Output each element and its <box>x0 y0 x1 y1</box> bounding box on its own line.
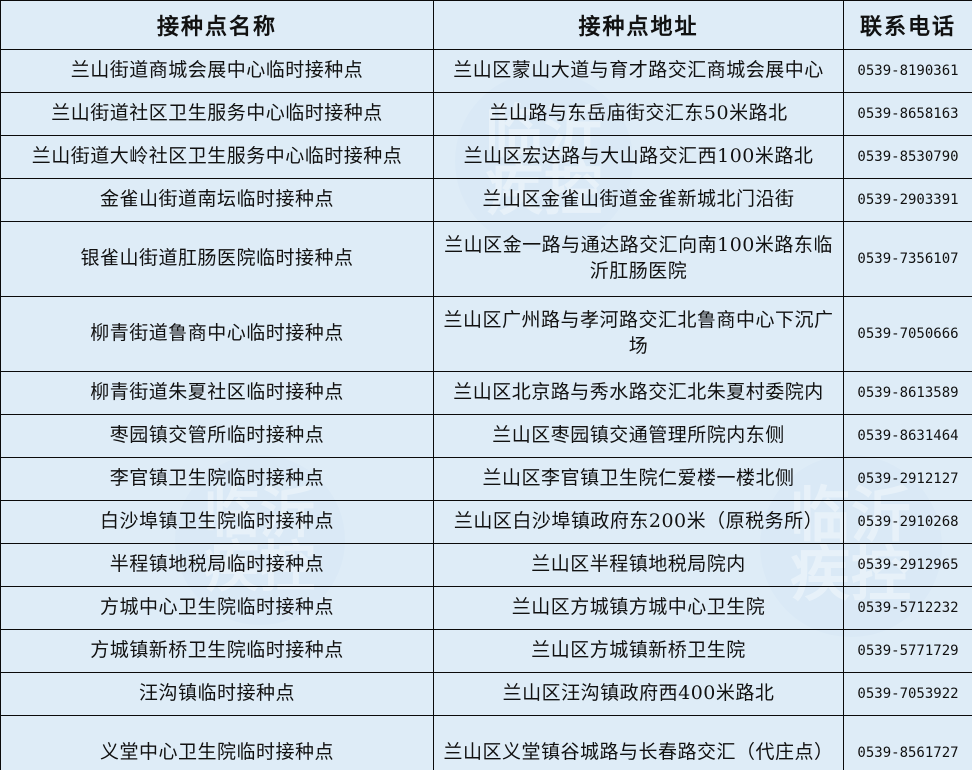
cell-site-address: 兰山路与东岳庙街交汇东50米路北 <box>433 92 844 136</box>
table-row: 柳青街道鲁商中心临时接种点 兰山区广州路与孝河路交汇北鲁商中心下沉广场 0539-7… <box>0 296 972 372</box>
cell-site-name: 银雀山街道肛肠医院临时接种点 <box>0 221 434 297</box>
cell-site-address: 兰山区方城镇方城中心卫生院 <box>433 586 844 630</box>
table-row: 方城镇新桥卫生院临时接种点 兰山区方城镇新桥卫生院 0539-5771729 <box>0 629 972 673</box>
column-header-phone: 联系电话 <box>843 0 972 50</box>
cell-site-name: 李官镇卫生院临时接种点 <box>0 457 434 501</box>
table-row: 义堂中心卫生院临时接种点 兰山区义堂镇谷城路与长春路交汇（代庄点） 0539-856… <box>0 715 972 770</box>
cell-contact-phone: 0539-8613589 <box>843 371 972 415</box>
cell-site-name: 兰山街道社区卫生服务中心临时接种点 <box>0 92 434 136</box>
cell-contact-phone: 0539-2903391 <box>843 178 972 222</box>
table-row: 枣园镇交管所临时接种点 兰山区枣园镇交通管理所院内东侧 0539-8631464 <box>0 414 972 458</box>
cell-contact-phone: 0539-2912127 <box>843 457 972 501</box>
table-row: 白沙埠镇卫生院临时接种点 兰山区白沙埠镇政府东200米（原税务所） 0539-291… <box>0 500 972 544</box>
cell-site-name: 柳青街道朱夏社区临时接种点 <box>0 371 434 415</box>
table-row: 金雀山街道南坛临时接种点 兰山区金雀山街道金雀新城北门沿街 0539-2903391 <box>0 178 972 222</box>
cell-site-address: 兰山区半程镇地税局院内 <box>433 543 844 587</box>
cell-site-name: 兰山街道大岭社区卫生服务中心临时接种点 <box>0 135 434 179</box>
cell-site-name: 柳青街道鲁商中心临时接种点 <box>0 296 434 372</box>
table-header: 接种点名称 接种点地址 联系电话 <box>0 0 972 50</box>
cell-contact-phone: 0539-5771729 <box>843 629 972 673</box>
cell-contact-phone: 0539-8658163 <box>843 92 972 136</box>
cell-site-address: 兰山区汪沟镇政府西400米路北 <box>433 672 844 716</box>
cell-contact-phone: 0539-8561727 <box>843 715 972 770</box>
cell-site-name: 兰山街道商城会展中心临时接种点 <box>0 49 434 93</box>
cell-site-address: 兰山区枣园镇交通管理所院内东侧 <box>433 414 844 458</box>
cell-site-address: 兰山区义堂镇谷城路与长春路交汇（代庄点） <box>433 715 844 770</box>
cell-site-name: 枣园镇交管所临时接种点 <box>0 414 434 458</box>
cell-site-address: 兰山区广州路与孝河路交汇北鲁商中心下沉广场 <box>433 296 844 372</box>
cell-site-address: 兰山区白沙埠镇政府东200米（原税务所） <box>433 500 844 544</box>
table-row: 半程镇地税局临时接种点 兰山区半程镇地税局院内 0539-2912965 <box>0 543 972 587</box>
table-row: 李官镇卫生院临时接种点 兰山区李官镇卫生院仁爱楼一楼北侧 0539-2912127 <box>0 457 972 501</box>
cell-site-address: 兰山区金雀山街道金雀新城北门沿街 <box>433 178 844 222</box>
cell-site-name: 方城镇新桥卫生院临时接种点 <box>0 629 434 673</box>
cell-contact-phone: 0539-7050666 <box>843 296 972 372</box>
table-header-row: 接种点名称 接种点地址 联系电话 <box>0 0 972 50</box>
cell-contact-phone: 0539-2912965 <box>843 543 972 587</box>
table-row: 汪沟镇临时接种点 兰山区汪沟镇政府西400米路北 0539-7053922 <box>0 672 972 716</box>
cell-site-name: 半程镇地税局临时接种点 <box>0 543 434 587</box>
cell-site-name: 金雀山街道南坛临时接种点 <box>0 178 434 222</box>
cell-contact-phone: 0539-8530790 <box>843 135 972 179</box>
column-header-address: 接种点地址 <box>433 0 844 50</box>
cell-site-name: 义堂中心卫生院临时接种点 <box>0 715 434 770</box>
cell-site-address: 兰山区方城镇新桥卫生院 <box>433 629 844 673</box>
cell-contact-phone: 0539-8631464 <box>843 414 972 458</box>
column-header-name: 接种点名称 <box>0 0 434 50</box>
table-row: 兰山街道商城会展中心临时接种点 兰山区蒙山大道与育才路交汇商城会展中心 0539-8… <box>0 49 972 93</box>
cell-contact-phone: 0539-5712232 <box>843 586 972 630</box>
table-row: 兰山街道社区卫生服务中心临时接种点 兰山路与东岳庙街交汇东50米路北 0539-86… <box>0 92 972 136</box>
table-body: 兰山街道商城会展中心临时接种点 兰山区蒙山大道与育才路交汇商城会展中心 0539-8… <box>0 49 972 770</box>
cell-site-address: 兰山区金一路与通达路交汇向南100米路东临沂肛肠医院 <box>433 221 844 297</box>
table-row: 兰山街道大岭社区卫生服务中心临时接种点 兰山区宏达路与大山路交汇西100米路北 05… <box>0 135 972 179</box>
table-row: 银雀山街道肛肠医院临时接种点 兰山区金一路与通达路交汇向南100米路东临沂肛肠医院… <box>0 221 972 297</box>
table-row: 柳青街道朱夏社区临时接种点 兰山区北京路与秀水路交汇北朱夏村委院内 0539-861… <box>0 371 972 415</box>
cell-contact-phone: 0539-2910268 <box>843 500 972 544</box>
cell-site-name: 方城中心卫生院临时接种点 <box>0 586 434 630</box>
cell-site-name: 白沙埠镇卫生院临时接种点 <box>0 500 434 544</box>
cell-site-address: 兰山区宏达路与大山路交汇西100米路北 <box>433 135 844 179</box>
cell-contact-phone: 0539-7053922 <box>843 672 972 716</box>
cell-site-address: 兰山区李官镇卫生院仁爱楼一楼北侧 <box>433 457 844 501</box>
cell-site-address: 兰山区北京路与秀水路交汇北朱夏村委院内 <box>433 371 844 415</box>
cell-contact-phone: 0539-8190361 <box>843 49 972 93</box>
cell-contact-phone: 0539-7356107 <box>843 221 972 297</box>
cell-site-name: 汪沟镇临时接种点 <box>0 672 434 716</box>
table-row: 方城中心卫生院临时接种点 兰山区方城镇方城中心卫生院 0539-5712232 <box>0 586 972 630</box>
cell-site-address: 兰山区蒙山大道与育才路交汇商城会展中心 <box>433 49 844 93</box>
